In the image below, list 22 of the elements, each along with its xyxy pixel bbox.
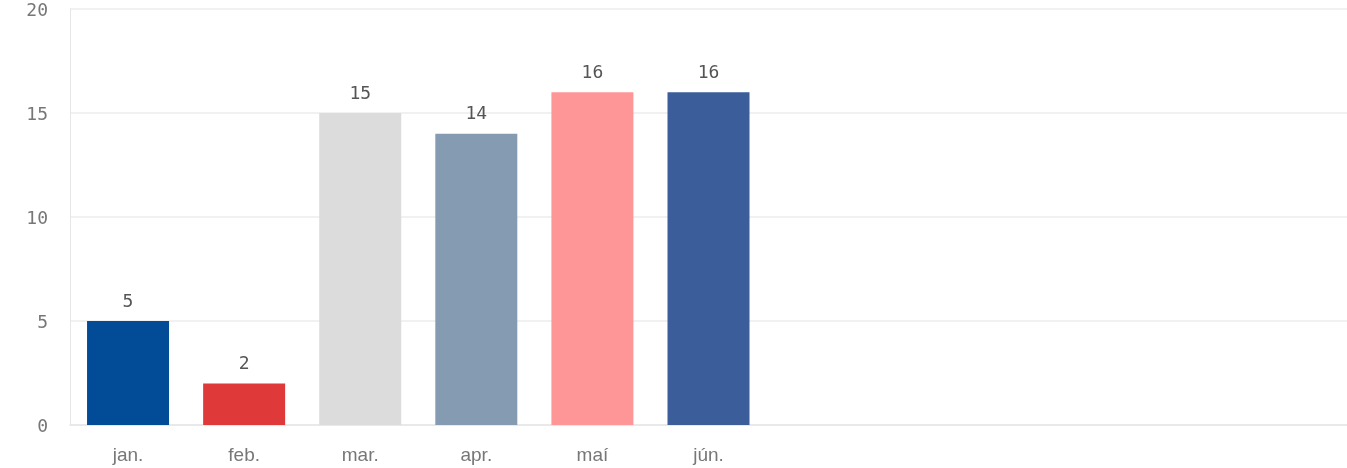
bar	[435, 133, 518, 425]
data-label: 16	[581, 60, 604, 82]
x-tick-label: jan.	[111, 444, 144, 465]
x-tick-label: feb.	[228, 444, 260, 465]
y-tick-label: 0	[37, 414, 48, 436]
bar	[551, 92, 634, 425]
y-tick-label: 5	[37, 310, 48, 332]
data-label: 2	[238, 351, 250, 373]
y-tick-label: 15	[26, 102, 48, 124]
bar	[667, 92, 750, 425]
data-label: 5	[122, 289, 134, 311]
x-tick-label: apr.	[460, 444, 493, 465]
x-tick-label: maí	[576, 444, 609, 465]
x-tick-label: jún.	[692, 444, 724, 465]
data-label: 15	[349, 81, 372, 103]
data-label: 16	[697, 60, 720, 82]
y-tick-label: 10	[26, 206, 48, 228]
data-label: 14	[465, 102, 488, 124]
bar	[203, 383, 286, 425]
x-tick-label: mar.	[341, 444, 379, 465]
y-tick-label: 20	[26, 0, 48, 20]
bar	[87, 321, 170, 425]
